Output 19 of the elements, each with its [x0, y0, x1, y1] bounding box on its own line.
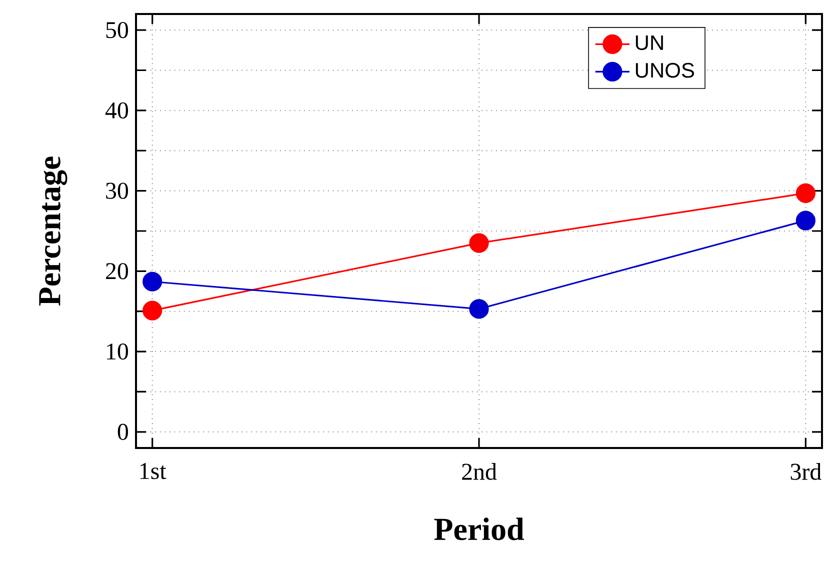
y-tick-label: 10: [107, 343, 128, 360]
x-axis-title: Period: [434, 518, 524, 540]
point: [142, 272, 162, 292]
y-tick-label: 30: [106, 182, 128, 199]
point: [142, 300, 162, 320]
x-tick-label: 1st: [140, 463, 166, 480]
legend-label: UN: [636, 35, 663, 50]
point: [796, 210, 816, 230]
point: [469, 299, 489, 319]
x-tick-label: 3rd: [790, 463, 822, 480]
point: [796, 183, 816, 204]
x-tick-label: 2nd: [462, 463, 497, 480]
y-tick-label: 40: [105, 102, 128, 119]
y-axis-title: Percentage: [39, 156, 68, 306]
legend-label: UNOS: [636, 62, 694, 78]
point: [469, 233, 489, 253]
y-tick-label: 0: [118, 424, 128, 440]
y-tick-label: 50: [106, 22, 128, 38]
y-tick-label: 20: [106, 263, 128, 280]
